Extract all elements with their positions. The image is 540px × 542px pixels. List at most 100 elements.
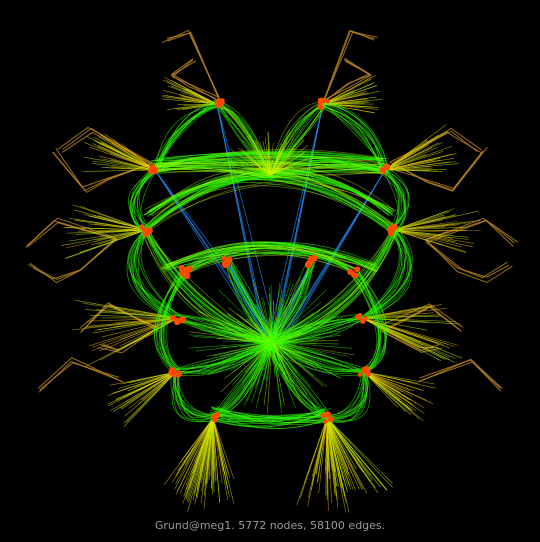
graph-edge [393,224,460,231]
graph-edge [267,341,273,414]
graph-edge [216,337,273,343]
graph-edge [164,252,357,276]
graph-edge [269,162,285,176]
graph-edge [72,317,179,331]
graph-edge [384,145,453,171]
graph-edge [196,417,214,499]
graph-edge [152,149,387,168]
graph-edge [174,375,217,416]
graph-node [357,372,363,377]
graph-node [355,314,362,321]
graph-edge [271,341,295,384]
graph-edge [267,318,273,343]
graph-edge [269,159,273,176]
graph-edge [121,371,177,410]
graph-edge [267,344,366,375]
outer-edge-layer [25,29,519,393]
graph-edge [212,417,221,503]
graph-edge [249,134,271,176]
graph-edge [98,136,156,171]
graph-node [384,165,390,171]
graph-edge [271,341,355,356]
graph-edge [330,375,365,422]
graph-edge [271,341,296,408]
graph-edge [271,304,284,343]
graph-edge [322,85,378,105]
graph-edge [216,103,279,340]
graph-edge [212,417,235,480]
graph-edge [271,341,276,373]
graph-edge [37,357,123,389]
graph-edge [384,124,447,171]
graph-edge [242,139,271,176]
graph-edge [271,335,342,343]
graph-edge [326,417,387,491]
graph-edge [248,341,273,378]
graph-edge [271,299,274,343]
graph-edge [98,145,156,171]
graph-edge [271,316,277,343]
graph-edge [384,130,449,171]
graph-edge [269,160,292,176]
graph-edge [135,229,175,317]
graph-edge [385,169,410,228]
graph-edge [393,210,448,231]
graph-edge [263,341,273,406]
graph-edge [271,341,340,379]
graph-edge [269,158,308,176]
graph-edge [322,74,377,105]
graph-edge [326,417,364,490]
graph-edge [150,179,393,229]
graph-edge [263,154,271,176]
graph-edge [82,169,156,172]
graph-edge [388,130,488,192]
graph-edge [230,149,271,176]
graph-edge [393,229,462,248]
graph-edge [393,229,468,232]
graph-edge [326,417,348,493]
graph-edge [212,417,214,495]
graph-edge [271,341,287,360]
graph-edge [254,341,273,356]
graph-node [308,256,315,263]
graph-edge [212,417,230,497]
graph-edge [363,371,427,401]
graph-edge [171,373,216,421]
graph-edge [134,233,177,318]
graph-edge [163,90,218,105]
graph-edge [363,371,435,385]
graph-edge [255,163,271,176]
graph-edge [212,417,231,478]
graph-edge [270,163,388,178]
graph-edge [161,241,352,272]
graph-edge [271,341,319,366]
graph-edge [130,230,181,315]
graph-edge [326,417,347,513]
graph-edge [209,409,325,418]
graph-edge [265,341,364,372]
graph-edge [393,220,480,231]
graph-edge [271,338,320,343]
graph-edge [260,341,273,394]
graph-node [221,255,227,261]
graph-edge [242,304,273,343]
graph-edge [326,417,354,490]
graph-edge [89,146,156,171]
graph-edge [384,159,441,171]
graph-edge [271,315,340,343]
graph-edge [91,229,147,246]
graph-edge [269,144,309,176]
graph-edge [212,417,229,501]
graph-edge [384,147,438,171]
graph-edge [212,417,217,481]
graph-edge [326,417,379,494]
graph-edge [230,341,273,372]
graph-edge [245,337,273,343]
graph-edge [323,29,375,101]
graph-edge [167,31,222,104]
graph-edge [264,137,271,176]
graph-edge [182,247,377,273]
graph-edge [167,250,356,274]
hub-edge-layer [188,129,355,414]
graph-edge [299,417,328,499]
